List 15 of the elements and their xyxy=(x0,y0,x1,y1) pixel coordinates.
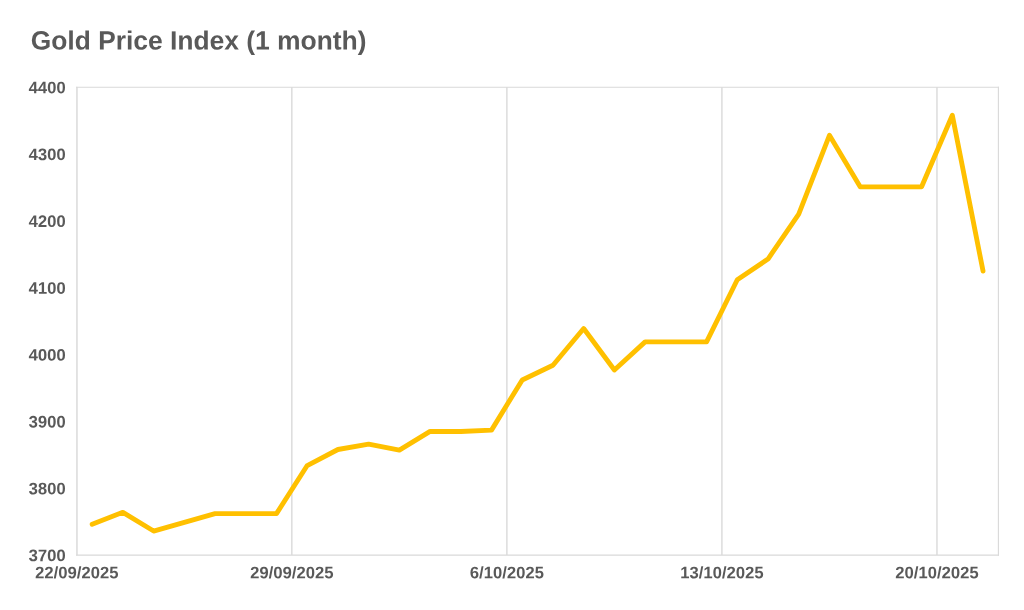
chart-title: Gold Price Index (1 month) xyxy=(31,30,366,55)
y-tick-label: 3800 xyxy=(29,482,66,495)
x-tick-label: 6/10/2025 xyxy=(470,566,544,579)
line-series xyxy=(89,112,986,534)
x-tick-label: 20/10/2025 xyxy=(895,566,979,579)
y-tick-label: 4300 xyxy=(28,148,66,161)
x-tick-label: 13/10/2025 xyxy=(681,566,764,579)
y-tick-label: 4200 xyxy=(28,215,66,228)
y-tick-label: 4000 xyxy=(28,348,66,361)
y-tick-label: 3900 xyxy=(29,415,66,428)
y-tick-label: 4100 xyxy=(28,282,66,294)
x-tick-label: 29/09/2025 xyxy=(250,566,334,579)
y-tick-label: 3700 xyxy=(29,549,66,562)
y-tick-label: 4400 xyxy=(28,81,66,94)
x-tick-label: 22/09/2025 xyxy=(35,566,119,579)
